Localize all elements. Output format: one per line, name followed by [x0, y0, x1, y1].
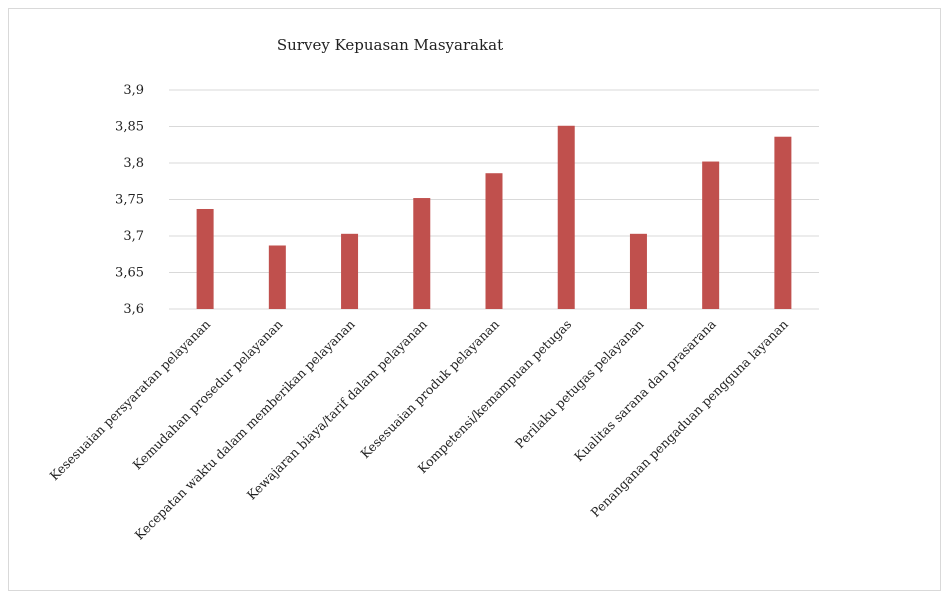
y-tick-label: 3,75	[115, 193, 144, 208]
y-tick-label: 3,9	[123, 83, 144, 98]
bar	[557, 125, 575, 310]
y-tick-label: 3,85	[115, 120, 144, 135]
y-tick-label: 3,8	[123, 156, 144, 171]
x-category-label: Kesesuaian persyaratan pelayanan	[47, 317, 214, 484]
chart-area: Survey Kepuasan Masyarakat 3,6 3,65 3,7 3,7…	[8, 8, 941, 591]
y-tick-label: 3,7	[123, 229, 144, 244]
bar	[485, 173, 503, 309]
bar-chart: Survey Kepuasan Masyarakat 3,6 3,65 3,7 3,7…	[47, 36, 819, 543]
x-category-label: Kompetensi/kemampuan petugas	[415, 317, 575, 477]
bar	[774, 136, 792, 309]
y-tick-label: 3,6	[123, 302, 144, 317]
x-category-label: Kesesuaian produk pelayanan	[357, 317, 502, 462]
y-tick-label: 3,65	[115, 266, 144, 281]
bar	[196, 208, 214, 309]
bar	[702, 161, 720, 309]
x-category-label: Kualitas sarana dan prasarana	[571, 316, 719, 464]
bar	[629, 233, 647, 309]
x-axis-category-labels: Kesesuaian persyaratan pelayananKemudaha…	[47, 316, 791, 542]
x-category-label: Perilaku petugas pelayanan	[512, 317, 647, 452]
y-axis-tick-labels: 3,6 3,65 3,7 3,75 3,8 3,85 3,9	[115, 83, 144, 317]
bars	[196, 125, 792, 310]
x-category-label: Kemudahan prosedur pelayanan	[130, 317, 286, 473]
bar	[268, 245, 286, 309]
bar	[341, 233, 359, 309]
chart-title: Survey Kepuasan Masyarakat	[277, 36, 503, 54]
bar	[413, 198, 431, 309]
